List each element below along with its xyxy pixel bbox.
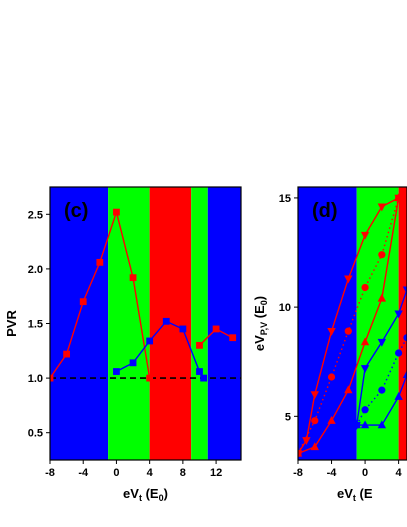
panel-c: -8 -4 0 4 8 12 0.5 1.0 1.5 2.0 2.5 (c) eVt (E0) PV…	[4, 186, 242, 503]
c-x-tick-label-3: 4	[147, 467, 154, 479]
d-series-2-point-1	[311, 417, 319, 425]
d-series-4-point-2	[378, 386, 386, 394]
panel-d-y-axis-title: eVP,V (E0)	[252, 296, 269, 351]
d-series-5-point-1	[360, 420, 370, 429]
c-y-tick-label-2: 1.5	[28, 319, 43, 331]
d-series-0-point-2	[310, 391, 319, 400]
d-series-2	[298, 194, 403, 458]
d-y-tick-label-1: 10	[279, 302, 291, 314]
c-series-0-point-3	[96, 258, 104, 266]
c-y-tick-label-1: 1.0	[28, 373, 43, 385]
c-series-2	[196, 325, 237, 349]
c-x-tick-label-2: 0	[113, 467, 119, 479]
d-series-5-point-2	[377, 420, 387, 429]
c-series-0-point-1	[63, 350, 71, 358]
d-series-1-point-5	[377, 293, 387, 302]
d-series-2-point-4	[361, 283, 369, 292]
d-series-2-point-5	[378, 251, 386, 259]
c-series-2-point-2	[229, 334, 237, 342]
d-series-1-point-2	[327, 415, 336, 424]
panel-c-label: (c)	[64, 200, 88, 222]
d-x-tick-label-1: -4	[327, 467, 338, 479]
d-y-tick-label-2: 15	[279, 193, 291, 205]
c-series-1-point-6	[200, 374, 208, 382]
c-series-0-point-2	[79, 298, 87, 306]
c-series-0	[50, 208, 154, 382]
d-series-0-point-4	[344, 275, 353, 284]
d-series-1-point-1	[310, 442, 319, 451]
c-y-tick-label-4: 2.5	[28, 209, 43, 221]
panel-d-frame	[297, 186, 407, 461]
d-series-0-point-1	[302, 437, 311, 446]
d-series-0-point-3	[327, 327, 336, 336]
panel-d-label: (d)	[312, 200, 338, 222]
c-x-tick-label-4: 8	[180, 467, 186, 479]
d-series-2-point-0	[298, 449, 302, 458]
c-series-1-point-0	[113, 368, 120, 375]
d-series-3-point-1	[360, 365, 370, 373]
panel-c-ticks: -8 -4 0 4 8 12 0.5 1.0 1.5 2.0 2.5	[28, 209, 223, 479]
d-series-5-point-4	[402, 370, 407, 379]
c-series-0-point-0	[50, 374, 54, 382]
c-y-tick-label-0: 0.5	[28, 428, 43, 440]
d-series-3-point-3	[394, 310, 403, 319]
d-y-tick-label-0: 5	[285, 411, 291, 423]
panel-d-ticks: -8 -4 0 4 5 10 15	[279, 193, 403, 479]
d-series-4-point-4	[403, 334, 407, 342]
c-series-0-point-4	[113, 208, 120, 216]
d-x-tick-label-0: -8	[293, 467, 303, 479]
d-x-tick-label-3: 4	[396, 467, 403, 479]
d-series-4-point-3	[395, 349, 403, 357]
d-x-tick-label-2: 0	[362, 467, 368, 479]
c-series-1-point-5	[196, 368, 203, 375]
panel-d-x-axis-title: eVt (E	[337, 486, 373, 503]
c-x-tick-label-0: -8	[45, 467, 55, 479]
panel-c-y-axis-title: PVR	[4, 310, 19, 337]
c-series-1-point-1	[129, 359, 137, 367]
c-series-0-point-5	[129, 274, 137, 282]
c-series-0-point-6	[146, 374, 154, 382]
d-series-2-point-6	[395, 194, 403, 202]
c-series-1-point-2	[146, 337, 154, 345]
c-x-tick-label-1: -4	[78, 467, 89, 479]
d-band-0	[298, 187, 357, 460]
c-series-1-point-3	[162, 317, 170, 325]
d-series-5	[352, 370, 407, 429]
d-series-0-point-6	[377, 203, 387, 212]
c-y-tick-label-3: 2.0	[28, 264, 43, 276]
panel-c-x-axis-title: eVt (E0)	[123, 486, 168, 503]
panel-c-bands	[50, 187, 241, 460]
panel-d-series	[298, 193, 407, 459]
c-series-2-point-0	[196, 341, 203, 349]
c-band-0	[50, 187, 109, 460]
c-series-1	[113, 317, 208, 382]
c-band-1	[108, 187, 150, 460]
d-series-0-line	[298, 197, 399, 454]
d-series-5-point-3	[394, 391, 403, 400]
c-series-2-point-1	[212, 325, 220, 333]
c-band-4	[207, 187, 241, 460]
d-series-1-point-3	[344, 385, 353, 394]
d-series-3-point-4	[402, 286, 407, 295]
d-band-2	[398, 187, 407, 460]
d-series-5-point-0	[352, 420, 361, 429]
d-series-0-point-5	[360, 231, 370, 240]
d-series-3-point-2	[377, 338, 387, 347]
d-series-4-point-1	[361, 406, 369, 414]
d-series-0	[298, 194, 403, 459]
d-series-2-point-3	[344, 327, 352, 335]
c-x-tick-label-5: 12	[210, 467, 222, 479]
panel-c-series	[50, 208, 237, 382]
c-series-1-point-4	[179, 325, 187, 333]
panel-d: -8 -4 0 4 5 10 15 (d) eVt (E eVP,V (E0)	[252, 186, 407, 503]
c-band-3	[191, 187, 208, 460]
d-series-2-point-2	[327, 373, 336, 381]
d-series-1-point-4	[360, 337, 370, 346]
